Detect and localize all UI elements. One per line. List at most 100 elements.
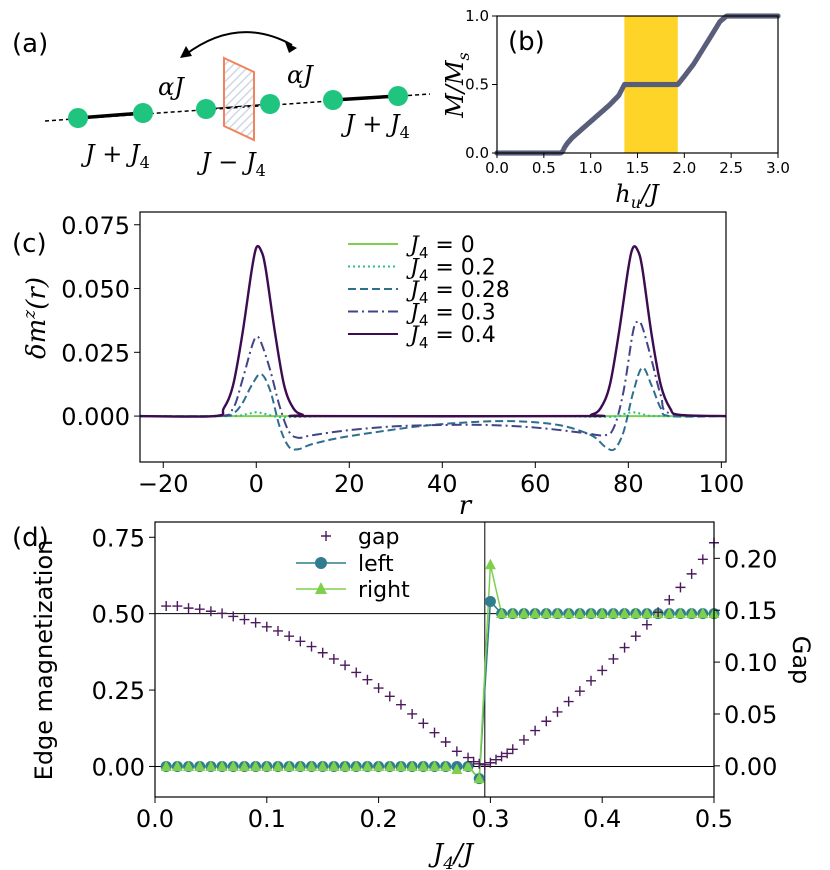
gap-marker: [183, 603, 194, 614]
gap-marker: [496, 751, 507, 762]
right-marker: [350, 760, 362, 771]
legend-label-2: J4 = 0.28: [406, 278, 510, 307]
gap-marker: [228, 611, 239, 622]
gap-marker: [541, 716, 552, 727]
right-marker: [361, 760, 373, 771]
right-marker: [630, 607, 642, 619]
panel-c-frame: [139, 211, 727, 463]
gap-marker: [490, 754, 501, 765]
y-tick-label: 0.075: [61, 212, 130, 240]
right-marker: [663, 607, 675, 619]
right-marker: [551, 607, 563, 619]
gap-marker: [418, 718, 429, 729]
right-marker: [686, 607, 698, 619]
left-series-line: [166, 599, 714, 781]
coupling-label-left: αJ: [158, 73, 185, 101]
x-tick-label: 60: [520, 470, 551, 498]
strong-bond-right: [332, 94, 399, 102]
right-marker: [171, 760, 183, 771]
panel-c-xlabel: r: [459, 491, 473, 521]
y-tick-label: 0.000: [61, 403, 130, 431]
series-line-3: [139, 320, 727, 439]
y-tick-label: 0.75: [92, 524, 145, 552]
panel-d-ylabel: Edge magnetization: [30, 540, 58, 781]
gap-marker: [328, 653, 339, 664]
panel-a-letter: (a): [12, 29, 48, 59]
y2-tick-label: 0.15: [724, 597, 777, 625]
left-marker: [484, 595, 496, 607]
right-marker: [250, 760, 262, 771]
gap-marker: [429, 727, 440, 738]
legend-label-3: J4 = 0.3: [406, 301, 496, 330]
right-marker: [607, 607, 619, 619]
series-line-4: [139, 244, 727, 418]
gap-marker: [653, 607, 664, 618]
gap-marker: [552, 706, 563, 717]
panel-a: (a) αJ αJ J + J4 J − J4 J + J4: [12, 29, 431, 180]
gap-marker: [295, 636, 306, 647]
panel-b-ylabel: M/Ms: [441, 52, 473, 118]
series-line-2: [139, 366, 727, 452]
y-tick-label: 0.5: [465, 76, 489, 94]
x-tick-label: 0: [249, 470, 264, 498]
coupling-label-right: αJ: [287, 61, 314, 89]
right-series-line: [166, 564, 714, 781]
gap-marker: [384, 691, 395, 702]
swap-arrow-icon: [184, 31, 293, 56]
x-tick-label: 0.4: [583, 805, 621, 833]
site-5: [323, 90, 343, 110]
panel-d-xlabel: J4/J: [428, 839, 475, 870]
right-marker: [451, 763, 463, 774]
right-marker: [540, 607, 552, 619]
right-marker: [283, 760, 295, 771]
y-tick-label: 1.0: [465, 7, 489, 25]
x-tick-label: 100: [698, 470, 744, 498]
gap-marker: [518, 734, 529, 745]
y-tick-label: 0.0: [465, 144, 489, 162]
gap-marker: [194, 604, 205, 615]
gap-marker: [675, 582, 686, 593]
x-tick-label: −20: [138, 470, 189, 498]
y2-tick-label: 0.05: [724, 701, 777, 729]
gap-marker: [619, 642, 630, 653]
y2-tick-label: 0.10: [724, 649, 777, 677]
right-marker: [183, 760, 195, 771]
gap-marker: [697, 554, 708, 565]
right-marker: [272, 760, 284, 771]
swap-arrow-head-right-icon: [285, 42, 297, 53]
right-marker: [261, 760, 273, 771]
x-tick-label: 0.5: [532, 159, 556, 177]
right-marker: [205, 760, 217, 771]
gap-marker: [351, 667, 362, 678]
gap-marker: [468, 756, 479, 767]
panel-d-edge-magnetization: (d) 0.0 0.1 0.2 0.3 0.4 0.5 0.00 0.25 0.50 0.75 0.…: [12, 521, 815, 870]
gap-marker: [586, 675, 597, 686]
panel-b-magnetization-curve: (b) 0.0 0.5 1.0 1.5 2.0 2.5 3.0 0.0 0.5 1.0 hu/J M/…: [441, 7, 790, 212]
gap-marker: [239, 614, 250, 625]
strong-bond-left: [77, 111, 144, 120]
right-marker: [216, 760, 228, 771]
gap-marker: [563, 696, 574, 707]
x-tick-label: 3.0: [766, 159, 790, 177]
cut-plaquette: [223, 56, 255, 142]
right-marker: [238, 760, 250, 771]
x-tick-label: 1.5: [626, 159, 650, 177]
legend-gap-swatch: [321, 531, 331, 541]
right-marker: [674, 607, 686, 619]
gap-marker: [440, 737, 451, 747]
x-tick-label: 0.0: [485, 159, 509, 177]
panel-c-ylabel: δmz(r): [20, 277, 52, 359]
right-marker: [406, 760, 418, 771]
panel-b-xlabel: hu/J: [615, 180, 660, 212]
right-marker: [440, 760, 452, 771]
right-marker: [641, 607, 653, 619]
site-2: [133, 103, 153, 123]
gap-marker: [373, 683, 384, 694]
gap-marker: [597, 665, 608, 676]
legend-label-1: J4 = 0.2: [406, 256, 496, 285]
legend-label-0: J4 = 0: [406, 233, 475, 262]
right-marker: [317, 760, 329, 771]
right-marker: [518, 607, 530, 619]
gap-marker: [317, 647, 328, 658]
